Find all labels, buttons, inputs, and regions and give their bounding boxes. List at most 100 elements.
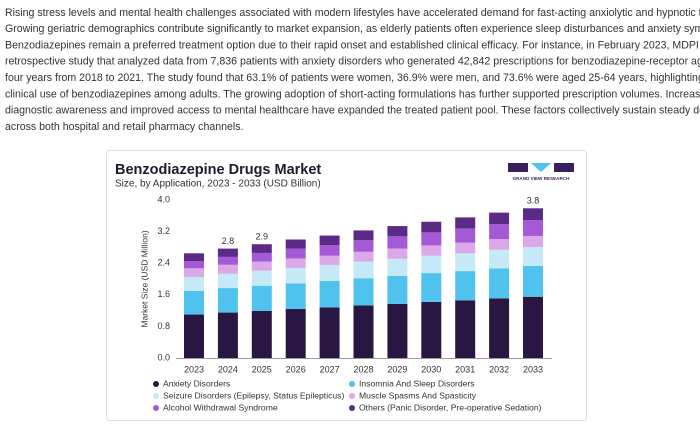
legend-label: Insomnia And Sleep Disorders — [359, 378, 475, 388]
paragraph-line: Growing geriatric demographics contribut… — [5, 23, 700, 35]
y-tick-label: 0.0 — [157, 352, 170, 362]
bar-segment — [489, 212, 510, 225]
legend-label: Alcohol Withdrawal Syndrome — [163, 402, 278, 412]
bar-segment — [319, 280, 340, 308]
bar-segment — [455, 228, 476, 243]
x-tick-label: 2029 — [387, 364, 407, 374]
legend-label: Seizure Disorders (Epilepsy, Status Epil… — [163, 390, 344, 400]
bar-segment — [421, 245, 442, 256]
bar-segment — [489, 298, 510, 358]
bar-segment — [184, 290, 204, 315]
bar-segment — [353, 278, 374, 306]
bar-segment — [455, 217, 476, 229]
bar-segment — [217, 248, 238, 257]
legend-label: Anxiety Disorders — [163, 378, 230, 388]
x-tick-label: 2025 — [252, 364, 272, 374]
x-tick-label: 2030 — [421, 364, 441, 374]
y-axis-label: Market Size (USD Million) — [139, 230, 149, 327]
bar-segment — [184, 277, 204, 291]
bar-segment — [387, 275, 408, 304]
bar-segment — [353, 305, 374, 358]
bar-segment — [489, 224, 510, 240]
bar-segment — [217, 288, 238, 313]
bar-segment — [489, 268, 510, 299]
x-tick-label: 2023 — [184, 364, 204, 374]
x-tick-label: 2026 — [286, 364, 306, 374]
bar-segment — [387, 248, 408, 259]
bar-segment — [184, 314, 204, 358]
bar-segment — [523, 235, 543, 248]
legend-swatch — [153, 381, 159, 387]
y-tick-label: 1.6 — [157, 289, 170, 299]
bar-segment — [251, 261, 272, 271]
chart-title: Benzodiazepine Drugs Market — [115, 162, 321, 178]
bar-segment — [387, 236, 408, 249]
bar-segment — [387, 226, 408, 237]
bar-segment — [421, 255, 442, 274]
legend-label: Others (Panic Disorder, Pre-operative Se… — [359, 402, 542, 412]
legend-label: Muscle Spasms And Spasticity — [359, 390, 477, 400]
paragraph-line: four years from 2018 to 2021. The study … — [5, 72, 700, 84]
bar-segment — [489, 249, 510, 269]
bar-segment — [455, 271, 476, 301]
bar-segment — [421, 232, 442, 246]
x-tick-label: 2031 — [455, 364, 475, 374]
bar-segment — [319, 307, 340, 358]
y-tick-label: 4.0 — [157, 194, 170, 204]
bar-segment — [455, 300, 476, 358]
x-tick-label: 2032 — [489, 364, 509, 374]
bar-segment — [319, 265, 340, 281]
x-tick-label: 2028 — [353, 364, 373, 374]
x-tick-label: 2033 — [523, 364, 543, 374]
paragraph-line: diagnostic awareness and improved access… — [5, 105, 700, 117]
bar-segment — [523, 296, 543, 358]
total-label: 2.8 — [222, 236, 235, 246]
bar-segment — [251, 310, 272, 358]
paragraph-line: Benzodiazepines remain a preferred treat… — [5, 39, 700, 51]
bar-segment — [319, 235, 340, 246]
bar-segment — [455, 242, 476, 254]
legend-swatch — [349, 381, 355, 387]
bar-segment — [421, 273, 442, 302]
bar-segment — [353, 240, 374, 252]
legend-swatch — [349, 393, 355, 399]
paragraph-line: clinical use of benzodiazepines among ad… — [5, 88, 700, 100]
total-label: 2.9 — [256, 232, 269, 242]
bar-segment — [217, 256, 238, 265]
bar-segment — [353, 230, 374, 241]
chart-subtitle: Size, by Application, 2023 - 2033 (USD B… — [115, 179, 321, 190]
logo: GRAND VIEW RESEARCH — [508, 163, 574, 181]
bar-segment — [489, 239, 510, 250]
bar-segment — [285, 267, 306, 284]
logo-text: GRAND VIEW RESEARCH — [513, 176, 571, 181]
x-tick-label: 2027 — [320, 364, 340, 374]
bar-segment — [285, 239, 306, 249]
legend-swatch — [153, 393, 159, 399]
total-label: 3.8 — [527, 196, 540, 206]
bar-segment — [523, 247, 543, 266]
bar-segment — [387, 303, 408, 358]
bar-segment — [217, 312, 238, 358]
bar-segment — [455, 253, 476, 272]
bar-segment — [251, 270, 272, 286]
bar-segment — [523, 208, 543, 221]
bar-segment — [285, 309, 306, 358]
legend-swatch — [349, 405, 355, 411]
bar-segment — [184, 261, 204, 269]
bar-segment — [251, 244, 272, 253]
bar-segment — [251, 285, 272, 311]
bar-segment — [387, 258, 408, 276]
paragraph-line: retrospective study that analyzed data f… — [5, 56, 700, 68]
bar-segment — [285, 258, 306, 268]
bar-segment — [285, 248, 306, 259]
bar-segment — [217, 273, 238, 289]
y-tick-label: 2.4 — [157, 258, 170, 268]
legend-swatch — [153, 405, 159, 411]
bar-segment — [285, 283, 306, 310]
paragraph-line: Rising stress levels and mental health c… — [5, 7, 700, 19]
y-tick-label: 0.8 — [157, 321, 170, 331]
bar-segment — [217, 264, 238, 274]
bar-segment — [353, 261, 374, 279]
bar-segment — [421, 301, 442, 358]
